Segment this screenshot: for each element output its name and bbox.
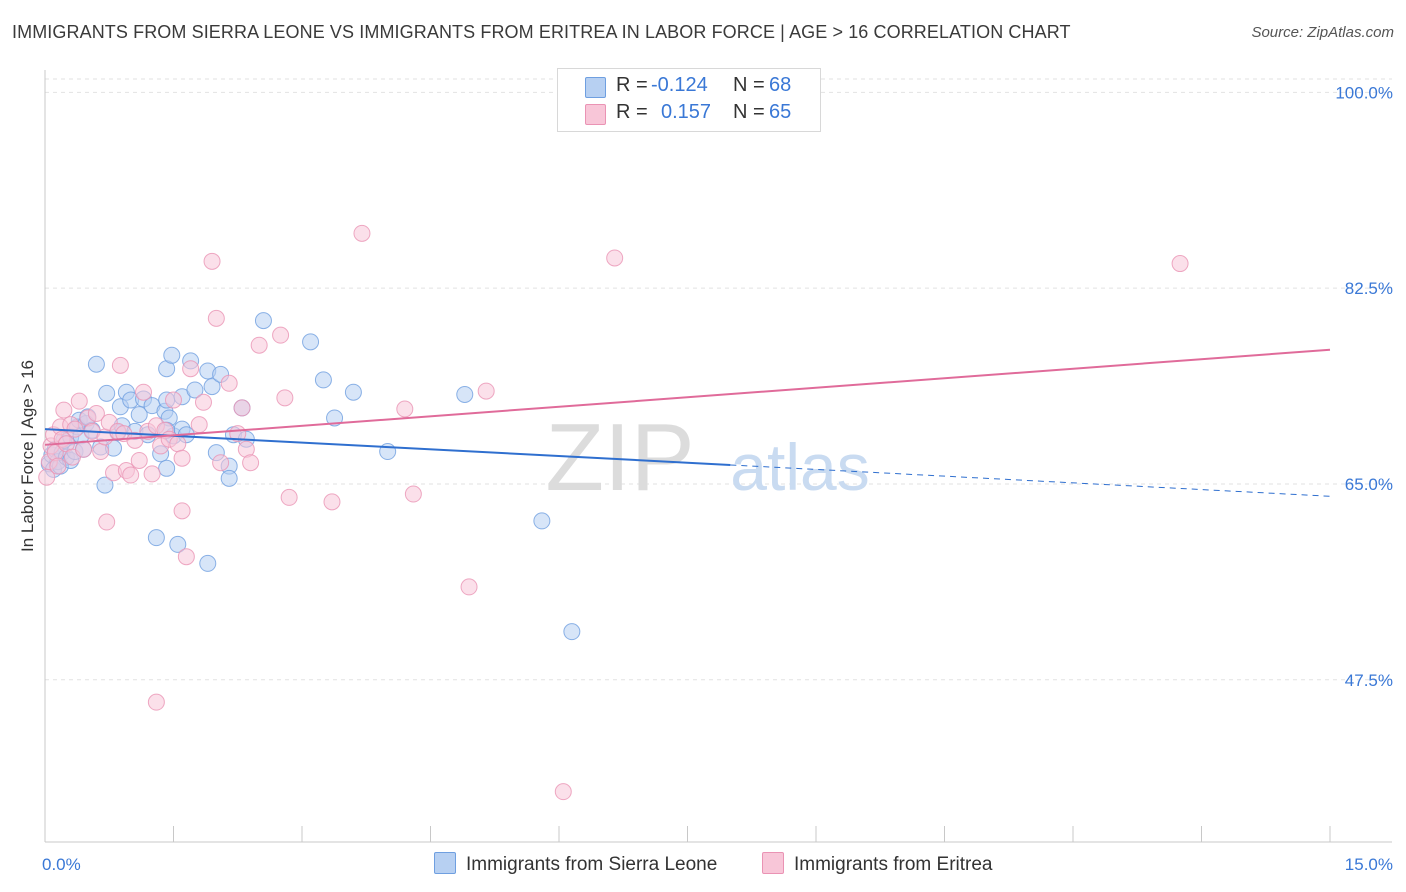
point-eritrea <box>190 416 208 434</box>
legend-swatch-pink <box>585 104 606 125</box>
tick-label-layer: 100.0% 82.5% 65.0% 47.5% 0.0% 15.0% <box>42 83 1393 874</box>
points-layer <box>38 224 1189 801</box>
trendline-sierra-leone <box>44 428 731 466</box>
point-eritrea <box>194 393 212 411</box>
point-sierra-leone <box>169 535 187 553</box>
point-eritrea <box>220 374 238 392</box>
point-eritrea <box>49 457 67 475</box>
bottom-legend-swatch-pink <box>762 852 784 874</box>
watermark: ZIP atlas <box>545 404 869 511</box>
point-eritrea <box>460 578 478 596</box>
point-sierra-leone <box>130 406 148 424</box>
point-sierra-leone <box>203 378 221 396</box>
legend-r-value: 0.157 <box>661 101 712 123</box>
point-eritrea <box>212 454 230 472</box>
point-sierra-leone <box>163 346 181 364</box>
y-tick-label: 47.5% <box>1345 671 1393 690</box>
point-eritrea <box>353 224 371 242</box>
bottom-legend-swatch-blue <box>434 852 456 874</box>
point-eritrea <box>173 449 191 467</box>
point-sierra-leone <box>87 355 105 373</box>
point-sierra-leone <box>254 312 272 330</box>
x-tick-label: 0.0% <box>42 855 81 874</box>
legend-r-value: -0.124 <box>651 74 708 96</box>
point-sierra-leone <box>199 554 217 572</box>
legend-n-label: N = <box>733 74 765 96</box>
point-eritrea <box>404 485 422 503</box>
trend-layer <box>44 348 1331 497</box>
y-tick-label: 82.5% <box>1345 279 1393 298</box>
point-eritrea <box>135 383 153 401</box>
legend-swatch-blue <box>585 77 606 98</box>
point-sierra-leone <box>326 409 344 427</box>
point-eritrea <box>165 391 182 409</box>
point-eritrea <box>126 431 144 449</box>
bottom-legend-eritrea: Immigrants from Eritrea <box>762 852 992 876</box>
point-sierra-leone <box>563 623 581 641</box>
point-sierra-leone <box>220 469 238 487</box>
point-sierra-leone <box>302 333 320 351</box>
legend-n-label: N = <box>733 101 765 123</box>
point-eritrea <box>554 783 572 801</box>
point-sierra-leone <box>96 476 114 494</box>
point-eritrea <box>272 326 290 344</box>
point-sierra-leone <box>456 385 474 403</box>
point-eritrea <box>323 493 341 511</box>
point-sierra-leone <box>314 371 332 389</box>
point-eritrea <box>207 309 225 327</box>
point-eritrea <box>92 443 110 461</box>
point-eritrea <box>182 360 200 378</box>
point-eritrea <box>477 382 495 400</box>
point-eritrea <box>55 401 73 419</box>
point-eritrea <box>75 440 93 458</box>
y-tick-label: 100.0% <box>1335 83 1393 102</box>
point-eritrea <box>122 466 140 484</box>
y-tick-label: 65.0% <box>1345 475 1393 494</box>
correlation-legend: R = -0.124 N = 68 R = 0.157 N = 65 <box>557 68 821 132</box>
point-eritrea <box>250 336 268 354</box>
point-eritrea <box>203 252 221 270</box>
trendline-sierra-leone-extension <box>730 464 1331 497</box>
point-eritrea <box>396 400 414 418</box>
point-eritrea <box>276 389 294 407</box>
point-sierra-leone <box>98 384 116 402</box>
point-eritrea <box>130 451 148 469</box>
point-eritrea <box>242 454 260 472</box>
point-eritrea <box>98 513 116 531</box>
point-sierra-leone <box>533 512 551 530</box>
point-eritrea <box>147 693 165 711</box>
legend-r-label: R = <box>616 101 648 123</box>
point-sierra-leone <box>147 529 165 547</box>
point-eritrea <box>143 465 161 483</box>
point-eritrea <box>606 249 624 267</box>
point-eritrea <box>66 420 84 438</box>
bottom-legend-label: Immigrants from Eritrea <box>794 854 993 875</box>
point-sierra-leone <box>186 381 204 399</box>
point-sierra-leone <box>158 459 176 477</box>
point-eritrea <box>177 548 195 566</box>
point-eritrea <box>70 392 88 410</box>
grid-layer <box>45 78 1392 681</box>
point-sierra-leone <box>344 383 362 401</box>
point-eritrea <box>1171 255 1189 273</box>
bottom-legend-label: Immigrants from Sierra Leone <box>466 854 718 875</box>
point-eritrea <box>173 502 191 520</box>
legend-n-value: 65 <box>769 101 792 123</box>
legend-n-value: 68 <box>769 74 792 96</box>
point-eritrea <box>280 488 298 506</box>
point-eritrea <box>169 435 187 453</box>
chart-title: IMMIGRANTS FROM SIERRA LEONE VS IMMIGRAN… <box>12 22 1071 42</box>
watermark-zip: ZIP <box>545 404 694 511</box>
point-eritrea <box>111 356 129 374</box>
source-label: Source: ZipAtlas.com <box>1251 24 1394 41</box>
x-tick-label: 15.0% <box>1345 855 1393 874</box>
legend-r-label: R = <box>616 74 648 96</box>
point-eritrea <box>233 399 251 417</box>
bottom-legend-sierra-leone: Immigrants from Sierra Leone <box>434 852 717 876</box>
trendline-eritrea <box>44 348 1331 446</box>
point-eritrea <box>87 404 105 422</box>
watermark-atlas: atlas <box>730 430 869 504</box>
